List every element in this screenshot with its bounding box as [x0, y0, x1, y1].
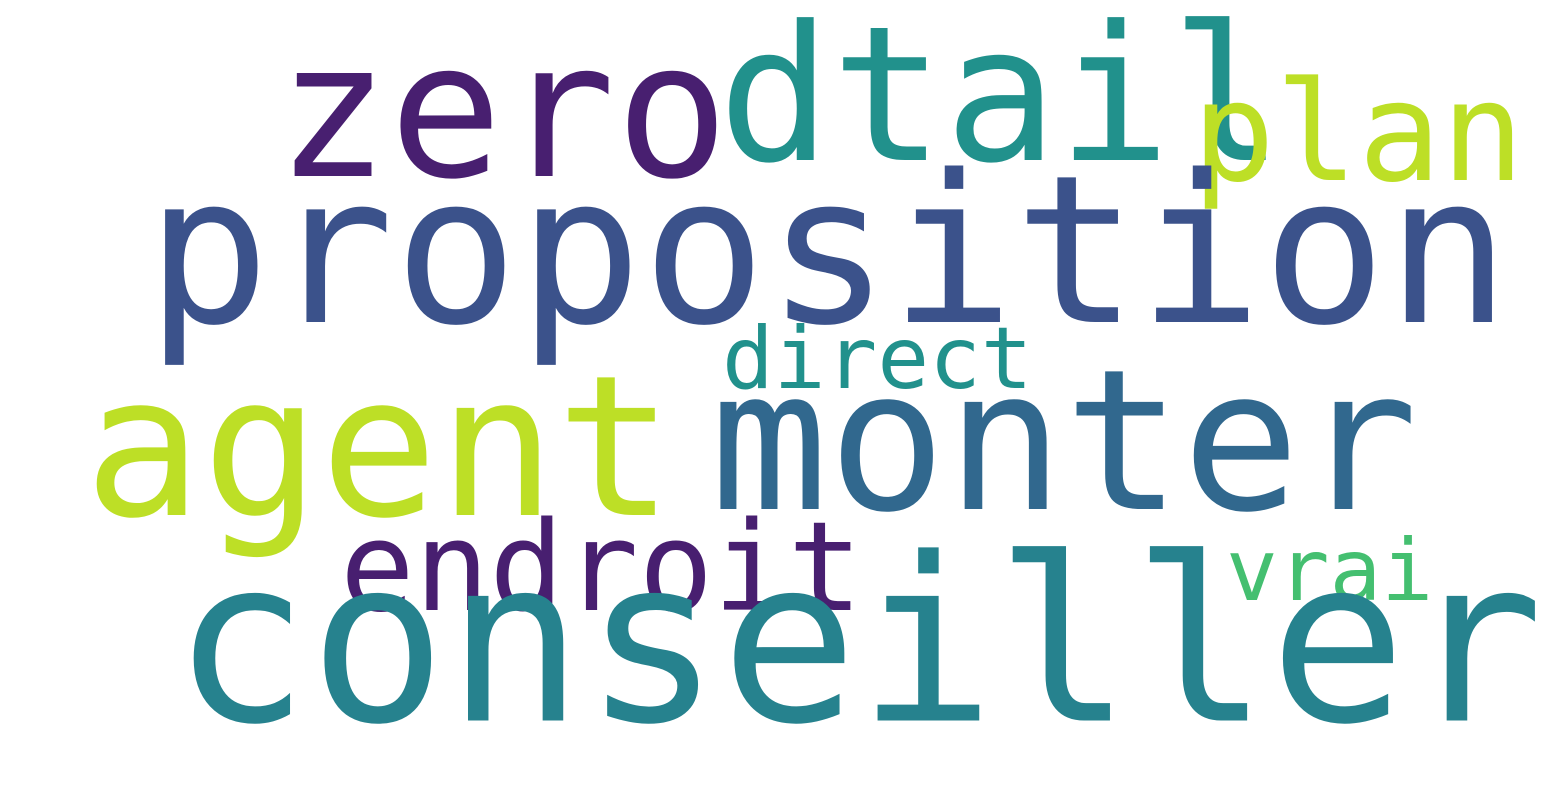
word-direct: direct [722, 309, 1033, 409]
word-agent: agent [84, 334, 675, 562]
word-zero: zero [276, 2, 729, 221]
word-proposition: proposition [146, 131, 1511, 371]
word-monter: monter [710, 328, 1419, 556]
word-vrai: vrai [1226, 521, 1434, 621]
word-endroit: endroit [340, 496, 863, 640]
word-plan: plan [1192, 52, 1525, 213]
word-dtail: dtail [718, 0, 1284, 205]
word-conseiller: conseiller [172, 509, 1544, 775]
